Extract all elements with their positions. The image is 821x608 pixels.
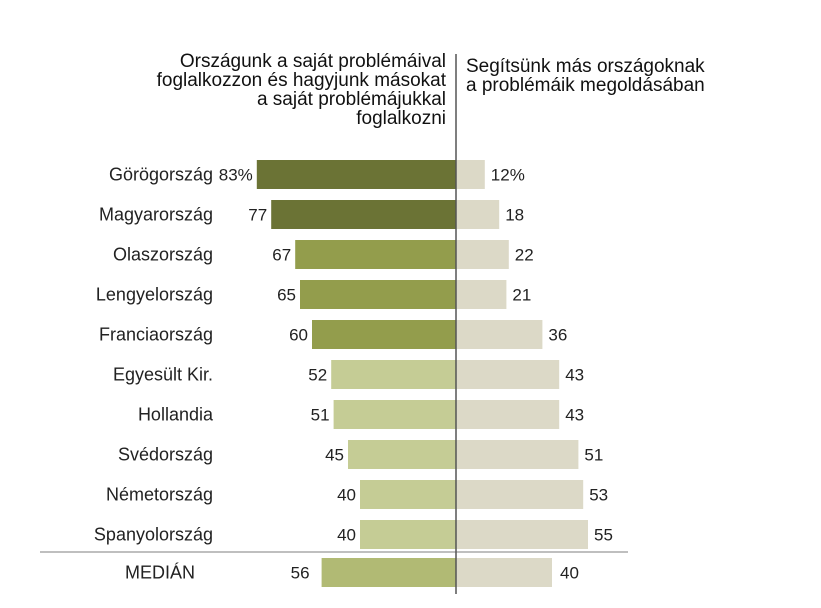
right-value-label: 53: [589, 486, 608, 505]
median-left-bar: [321, 558, 456, 587]
left-bar: [348, 440, 456, 469]
left-bar: [331, 360, 456, 389]
category-label: Spanyolország: [94, 525, 213, 545]
right-bar: [456, 400, 560, 429]
left-header-line: Országunk a saját problémáival: [179, 51, 446, 72]
left-value-label: 40: [337, 526, 356, 545]
right-value-label: 43: [565, 366, 584, 385]
category-label: Hollandia: [138, 405, 214, 425]
left-bar: [360, 520, 456, 549]
right-bar: [456, 520, 588, 549]
right-value-label: 21: [512, 286, 531, 305]
right-bar: [456, 320, 543, 349]
right-column-header: Segítsünk más országoknak a problémáik m…: [466, 57, 796, 95]
left-header-line: foglalkozzon és hagyjunk másokat: [156, 70, 446, 91]
category-label: Németország: [106, 485, 213, 505]
category-label: Olaszország: [113, 245, 213, 265]
left-value-label: 52: [308, 366, 327, 385]
right-value-label: 22: [515, 246, 534, 265]
right-value-label: 18: [505, 206, 524, 225]
left-bar: [256, 160, 456, 189]
category-label: Franciaország: [99, 325, 213, 345]
left-value-label: 45: [325, 446, 344, 465]
right-header-line: Segítsünk más országoknak: [466, 56, 705, 77]
left-bar: [312, 320, 456, 349]
category-label: Magyarország: [99, 205, 213, 225]
left-value-label: 65: [277, 286, 296, 305]
left-value-label: 77: [248, 206, 267, 225]
left-value-label: 40: [337, 486, 356, 505]
right-bar: [456, 280, 507, 309]
left-header-line: foglalkozni: [356, 108, 446, 129]
right-value-label: 12%: [491, 166, 525, 185]
right-bar: [456, 440, 579, 469]
left-bar: [300, 280, 456, 309]
left-value-label: 51: [311, 406, 330, 425]
left-header-line: a saját problémájukkal: [256, 89, 446, 110]
right-value-label: 51: [584, 446, 603, 465]
category-label: Egyesült Kir.: [113, 365, 213, 385]
median-left-value: 56: [291, 564, 310, 583]
right-bar: [456, 240, 509, 269]
right-bar: [456, 160, 485, 189]
median-right-bar: [456, 558, 552, 587]
right-bar: [456, 360, 560, 389]
left-column-header: Országunk a saját problémáival foglalkoz…: [40, 52, 446, 128]
left-value-label: 60: [289, 326, 308, 345]
left-bar: [360, 480, 456, 509]
median-right-value: 40: [560, 564, 579, 583]
left-value-label: 83%: [219, 166, 253, 185]
left-value-label: 67: [272, 246, 291, 265]
left-bar: [271, 200, 456, 229]
right-bar: [456, 480, 584, 509]
right-bar: [456, 200, 500, 229]
category-label: Lengyelország: [96, 285, 213, 305]
right-value-label: 36: [548, 326, 567, 345]
category-label: Görögország: [109, 165, 213, 185]
left-bar: [295, 240, 456, 269]
right-value-label: 55: [594, 526, 613, 545]
category-label: Svédország: [118, 445, 213, 465]
left-bar: [333, 400, 456, 429]
right-header-line: a problémáik megoldásában: [466, 75, 705, 96]
median-label: MEDIÁN: [125, 563, 195, 583]
right-value-label: 43: [565, 406, 584, 425]
